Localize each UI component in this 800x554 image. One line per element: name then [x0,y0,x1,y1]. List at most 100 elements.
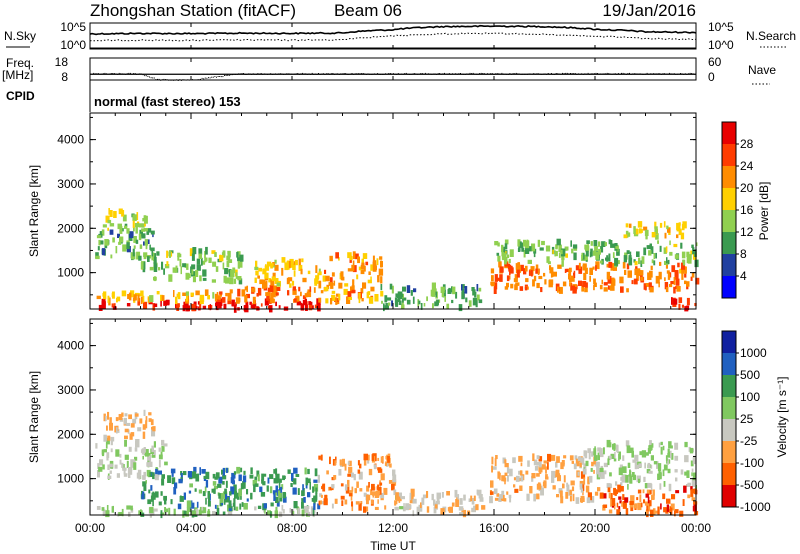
velocity-cell [246,489,249,495]
power-cell [355,253,359,260]
velocity-cell [651,443,654,448]
nave-point [373,73,375,75]
velocity-cell [644,483,648,489]
velocity-cell [629,470,632,475]
power-cell [309,286,312,292]
cpid-text: normal (fast stereo) 153 [94,94,241,109]
power-cell [645,283,650,287]
power-cell [360,264,365,269]
power-cell [517,239,521,247]
power-cell [292,289,297,295]
colorbar-swatch [722,331,736,353]
power-cell [143,228,148,232]
nave-point [284,73,286,75]
power-cell [107,295,110,303]
nave-point [410,73,412,75]
power-cell [151,249,154,257]
power-cell [461,284,463,291]
power-cell [292,286,296,291]
power-cell [274,264,279,271]
velocity-cell [538,466,543,473]
nave-point [606,72,608,74]
power-cell [402,298,404,303]
velocity-cell [366,485,370,492]
power-cell [347,291,352,297]
power-cell [527,259,532,264]
freq-tick-bottom: 8 [61,70,68,84]
power-cell [284,262,289,271]
power-cell [680,242,683,249]
velocity-cell [504,477,506,485]
power-cell [501,244,504,253]
nave-point [327,73,329,75]
power-cell [451,299,454,304]
power-cell [313,287,316,293]
velocity-cell [218,476,223,484]
nave-point [206,77,208,79]
velocity-cell [106,425,108,431]
power-cell [244,294,248,303]
velocity-cell [340,483,344,487]
velocity-cell [262,481,266,486]
velocity-cell [313,503,316,510]
velocity-cell [614,489,617,496]
power-cell [177,252,181,257]
power-cell [153,264,158,272]
nave-point [601,73,603,75]
velocity-cell [161,474,165,479]
power-cell [361,298,364,302]
velocity-cell [579,483,583,490]
nave-point [691,73,693,74]
nave-point [670,73,672,75]
power-cell [569,277,572,283]
power-cell [151,252,155,261]
power-cell [573,272,575,276]
velocity-cell [329,456,331,465]
velocity-cell [638,463,642,468]
nave-point [456,73,458,75]
velocity-cell [97,470,100,478]
velocity-cell [155,468,158,475]
power-cell [509,267,514,274]
colorbar-swatch [722,375,736,397]
freq-tick-top: 18 [55,55,69,69]
power-cell [186,294,188,302]
colorbar-swatch [722,166,736,188]
power-cell [256,293,259,297]
power-cell [523,250,526,258]
velocity-cell [555,471,559,478]
velocity-cell [645,452,649,456]
nave-point [145,75,147,77]
nave-point [228,75,230,76]
colorbar-tick-label: 24 [740,159,754,173]
nave-point [404,73,406,75]
velocity-cell [303,497,306,503]
power-cell [389,283,393,290]
power-cell [582,281,587,288]
velocity-cell [143,447,146,453]
power-cell [300,303,305,311]
power-cell [368,296,374,304]
velocity-cell [155,491,159,498]
power-cell [406,299,411,305]
nave-point [405,72,407,74]
x-axis-label: Time UT [370,539,416,553]
velocity-cell [261,479,264,484]
power-cell [684,273,687,278]
power-cell [226,260,230,268]
velocity-cell [556,456,560,463]
power-cell [525,246,530,254]
power-cell [144,239,149,246]
velocity-cell [161,445,165,452]
velocity-cell [374,506,379,510]
velocity-cell [315,487,318,494]
velocity-colorbar-label: Velocity [m s⁻¹] [775,376,789,457]
power-cell [649,287,654,293]
power-cell [461,291,465,300]
power-cell [619,276,624,284]
nave-point [141,73,142,75]
power-cell [324,286,329,292]
velocity-cell [585,460,589,467]
velocity-cell [161,439,165,446]
power-cell [655,252,657,259]
